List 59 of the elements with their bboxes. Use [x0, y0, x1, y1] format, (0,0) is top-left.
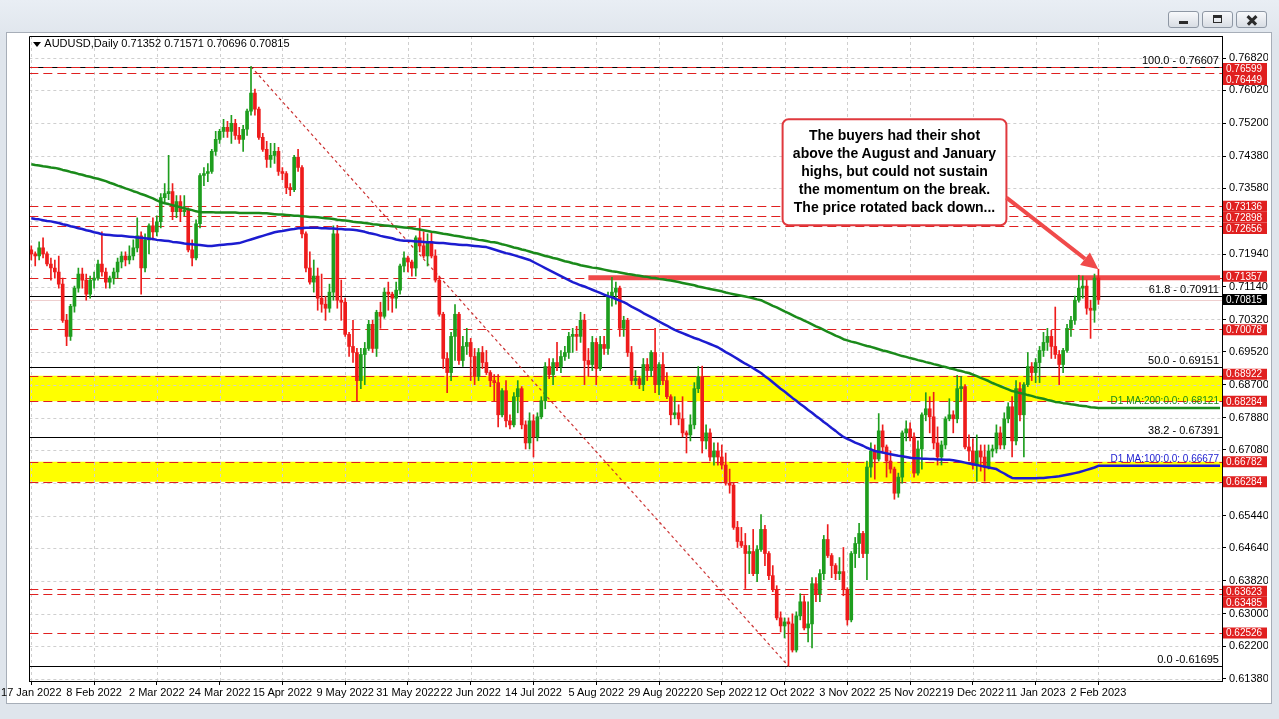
ref-line-label: 0.72656 — [1226, 222, 1263, 234]
y-tick-label: 0.63820 — [1229, 573, 1269, 586]
ref-line-label: 0.68284 — [1226, 395, 1263, 407]
x-tick-label: 8 Feb 2022 — [66, 685, 122, 698]
annotation: 50.0 - 0.69151 — [1148, 353, 1219, 366]
x-tick-label: 12 Oct 2022 — [754, 685, 815, 698]
ref-line-label: 0.76599 — [1226, 62, 1263, 74]
x-tick-label: 22 Jun 2022 — [440, 685, 501, 698]
x-tick-label: 29 Aug 2022 — [628, 685, 690, 698]
y-tick-label: 0.67080 — [1229, 442, 1269, 455]
y-tick-label: 0.68700 — [1229, 377, 1269, 390]
annotation: The buyers had their shot above the August and January highs, but could not sustain the momentum on the break. The price rotated back down... — [792, 127, 997, 216]
ref-line-label: 0.63623 — [1226, 585, 1263, 597]
y-tick-label: 0.63000 — [1229, 606, 1269, 619]
x-tick-label: 11 Jan 2023 — [1005, 685, 1066, 698]
y-tick-label: 0.69520 — [1229, 344, 1269, 357]
y-tick-label: 0.62200 — [1229, 639, 1269, 652]
x-tick-label: 17 Jan 2022 — [1, 685, 62, 698]
y-tick-label: 0.75200 — [1229, 116, 1269, 129]
x-tick-label: 15 Apr 2022 — [252, 685, 313, 698]
x-tick-label: 31 May 2022 — [376, 685, 440, 698]
y-tick-label: 0.71140 — [1229, 279, 1268, 292]
series-label: D1 MA:100:0.0: 0.66677 — [1110, 452, 1220, 464]
y-tick-label: 0.64640 — [1229, 540, 1269, 553]
x-tick-label: 2 Feb 2023 — [1070, 685, 1127, 698]
chart-title: AUDUSD,Daily 0.71352 0.71571 0.70696 0.70815 — [44, 37, 290, 50]
y-tick-label: 0.74380 — [1229, 149, 1269, 162]
ref-line-label: 0.76449 — [1226, 73, 1263, 85]
x-tick-label: 2 Mar 2022 — [129, 685, 185, 698]
ref-line-label: 0.70078 — [1226, 323, 1263, 335]
ref-line-label: 0.62526 — [1226, 627, 1263, 639]
y-tick-label: 0.76820 — [1229, 51, 1269, 64]
y-tick-label: 0.67880 — [1229, 410, 1269, 423]
y-tick-label: 0.73580 — [1229, 181, 1269, 194]
ref-line-label: 0.66284 — [1226, 476, 1263, 488]
annotation: 61.8 - 0.70911 — [1148, 282, 1219, 295]
ref-line-label: 0.70815 — [1226, 293, 1263, 305]
y-tick-label: 0.71940 — [1229, 247, 1269, 260]
y-tick-label: 0.70320 — [1229, 312, 1269, 325]
x-tick-label: 25 Nov 2022 — [878, 685, 942, 698]
annotation: 0.0 -0.61695 — [1157, 653, 1219, 666]
y-tick-label: 0.65440 — [1229, 508, 1269, 521]
x-tick-label: 9 May 2022 — [316, 685, 374, 698]
ref-line-label: 0.71357 — [1226, 270, 1263, 282]
x-tick-label: 5 Aug 2022 — [568, 685, 625, 698]
y-tick-label: 0.61380 — [1229, 672, 1269, 685]
ref-line-label: 0.73136 — [1226, 200, 1263, 212]
x-tick-label: 24 Mar 2022 — [188, 685, 251, 698]
y-tick-label: 0.76020 — [1229, 83, 1269, 96]
x-tick-label: 20 Sep 2022 — [690, 685, 753, 698]
annotation: 38.2 - 0.67391 — [1148, 424, 1219, 437]
annotation: 100.0 - 0.76607 — [1141, 53, 1219, 66]
x-tick-label: 3 Nov 2022 — [819, 685, 876, 698]
x-tick-label: 14 Jul 2022 — [505, 685, 562, 698]
ref-line-label: 0.72898 — [1226, 211, 1263, 223]
ref-line-label: 0.66782 — [1226, 456, 1263, 468]
ref-line-label: 0.68922 — [1226, 368, 1263, 380]
x-tick-label: 19 Dec 2022 — [941, 685, 1005, 698]
ref-line-label: 0.63485 — [1226, 596, 1263, 608]
